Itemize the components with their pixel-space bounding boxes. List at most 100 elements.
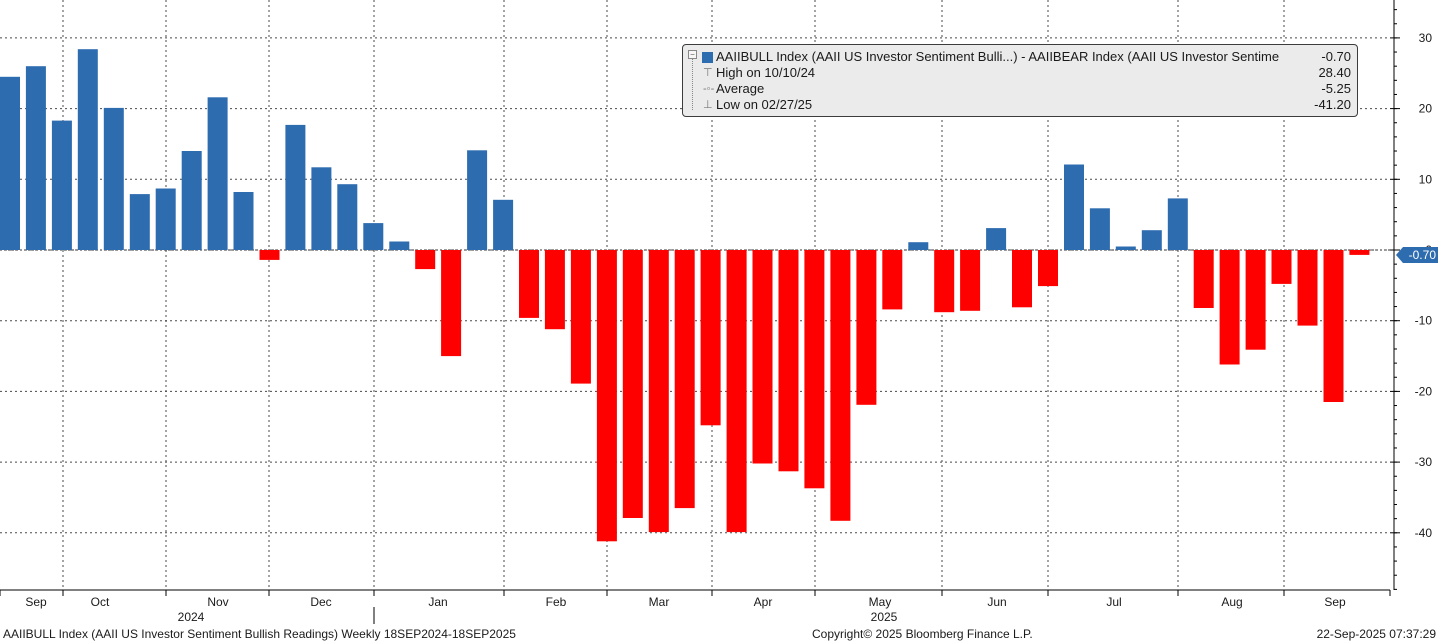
x-year-label: 2024	[178, 610, 205, 624]
bar	[752, 250, 773, 464]
bar	[311, 167, 332, 250]
last-value-label: -0.70	[1409, 248, 1437, 262]
legend-box: − AAIIBULL Index (AAII US Investor Senti…	[682, 44, 1358, 117]
legend-average-row: -◦- Average -5.25	[683, 81, 1357, 97]
bar-series	[0, 49, 1370, 542]
legend-high-label: High on 10/10/24	[716, 65, 816, 80]
bar	[25, 66, 46, 250]
bar	[389, 241, 410, 250]
x-month-label: Sep	[25, 595, 47, 609]
y-tick-label: 20	[1419, 102, 1433, 116]
series-swatch-icon	[702, 52, 713, 63]
bar	[493, 199, 514, 250]
collapse-icon[interactable]: −	[688, 50, 697, 59]
bar	[285, 124, 306, 250]
high-marker-icon: ⊤	[703, 67, 713, 79]
bar	[778, 250, 799, 472]
x-year-label: 2025	[871, 610, 898, 624]
x-month-label: Sep	[1324, 595, 1346, 609]
bar	[830, 250, 851, 521]
axes: 3020100-10-20-30-40-0.70SepOctNovDecJanF…	[0, 0, 1438, 624]
bar	[181, 151, 202, 250]
last-value-tag	[1396, 246, 1438, 263]
legend-average-value: -5.25	[1321, 81, 1351, 96]
bar	[337, 184, 358, 250]
bar	[1115, 246, 1136, 250]
legend-low-value: -41.20	[1314, 97, 1351, 112]
bar	[986, 228, 1007, 250]
x-month-label: Jan	[428, 595, 447, 609]
bar	[804, 250, 825, 489]
bar	[415, 250, 436, 270]
bar	[155, 188, 176, 250]
y-tick-label: 10	[1419, 172, 1433, 186]
bar	[1297, 250, 1318, 326]
bar	[570, 250, 591, 384]
legend-average-label: Average	[716, 81, 765, 96]
bar	[648, 250, 669, 533]
footer-copyright: Copyright© 2025 Bloomberg Finance L.P.	[812, 627, 1033, 641]
bar	[103, 107, 124, 251]
x-month-label: Nov	[207, 595, 228, 609]
legend-high-row: ⊤ High on 10/10/24 28.40	[683, 65, 1357, 81]
bar	[622, 250, 643, 518]
x-month-label: Oct	[91, 595, 110, 609]
bar	[207, 97, 228, 250]
x-month-label: Feb	[546, 595, 567, 609]
bar	[51, 120, 72, 250]
y-tick-label: 30	[1419, 31, 1433, 45]
bar	[129, 194, 150, 250]
x-month-label: Apr	[754, 595, 773, 609]
bar	[1271, 250, 1292, 284]
legend-low-label: Low on 02/27/25	[716, 97, 813, 112]
y-tick-label: -20	[1415, 384, 1433, 398]
legend-low-row: ⊥ Low on 02/27/25 -41.20	[683, 97, 1357, 113]
bar	[467, 150, 488, 250]
bar	[674, 250, 695, 509]
y-tick-label: -30	[1415, 455, 1433, 469]
bar	[726, 250, 747, 533]
bar	[908, 242, 929, 250]
bar	[259, 250, 280, 260]
x-month-label: Aug	[1221, 595, 1242, 609]
average-marker-icon: -◦-	[703, 83, 715, 95]
x-month-label: Jun	[987, 595, 1006, 609]
bar	[1193, 250, 1214, 308]
bar	[1167, 198, 1188, 250]
y-tick-label: -40	[1415, 526, 1433, 540]
x-month-label: Jul	[1106, 595, 1121, 609]
bar	[1245, 250, 1266, 350]
y-tick-label: -10	[1415, 314, 1433, 328]
bar	[233, 192, 254, 250]
bar	[1323, 250, 1344, 402]
bar	[882, 250, 903, 310]
bar	[0, 76, 20, 250]
bar	[519, 250, 539, 318]
bar	[856, 250, 877, 405]
bar	[1141, 230, 1162, 250]
bar	[700, 250, 721, 426]
bar	[1349, 250, 1370, 255]
bar	[1038, 250, 1058, 287]
bar	[544, 250, 565, 330]
bar	[363, 223, 384, 250]
bar	[1012, 250, 1032, 308]
legend-tree-line	[692, 58, 693, 110]
bar	[596, 250, 617, 542]
x-month-label: May	[869, 595, 892, 609]
legend-series-value: -0.70	[1321, 49, 1351, 64]
footer-timestamp: 22-Sep-2025 07:37:29	[1316, 627, 1436, 641]
legend-high-value: 28.40	[1318, 65, 1351, 80]
bar	[960, 250, 981, 311]
footer-description: AAIIBULL Index (AAII US Investor Sentime…	[3, 627, 516, 641]
bar	[1089, 208, 1110, 250]
low-marker-icon: ⊥	[703, 99, 713, 111]
legend-series-row: AAIIBULL Index (AAII US Investor Sentime…	[683, 49, 1357, 65]
bar	[1219, 250, 1240, 365]
x-month-label: Mar	[649, 595, 670, 609]
x-month-label: Dec	[310, 595, 331, 609]
legend-series-label: AAIIBULL Index (AAII US Investor Sentime…	[716, 49, 1280, 64]
bar	[1064, 164, 1084, 250]
bar	[441, 250, 462, 357]
